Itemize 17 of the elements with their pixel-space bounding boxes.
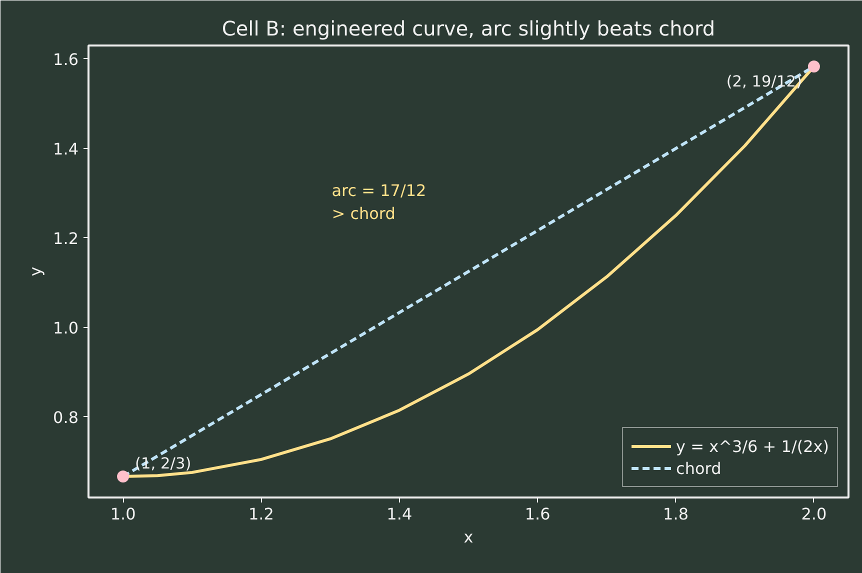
x-tick-label: 1.2	[248, 504, 274, 524]
x-tick-label: 2.0	[801, 504, 827, 524]
y-tick-label: 1.4	[53, 139, 79, 158]
x-tick-label: 1.8	[663, 504, 689, 524]
annotation: arc = 17/12 > chord	[332, 181, 426, 223]
legend-label: chord	[676, 458, 722, 478]
x-tick-label: 1.0	[110, 504, 136, 524]
x-tick-label: 1.4	[386, 504, 412, 524]
x-axis-title: x	[464, 528, 474, 546]
chart-title: Cell B: engineered curve, arc slightly beats chord	[222, 16, 716, 40]
y-tick-label: 0.8	[53, 408, 79, 427]
legend-label: y = x^3/6 + 1/(2x)	[676, 436, 829, 456]
y-axis-title: y	[26, 266, 46, 276]
y-tick-label: 1.2	[53, 228, 79, 248]
x-tick-label: 1.6	[524, 504, 550, 524]
y-tick-label: 1.0	[53, 318, 79, 338]
y-tick-label: 1.6	[53, 50, 79, 69]
